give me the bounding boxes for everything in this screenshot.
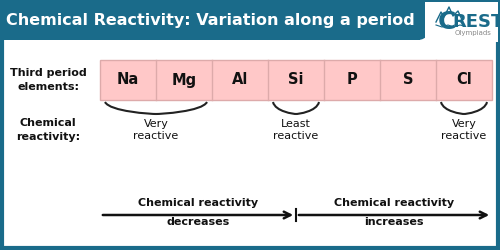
Text: C: C: [438, 10, 456, 34]
Text: Chemical reactivity: Chemical reactivity: [334, 198, 454, 208]
Text: Very
reactive: Very reactive: [134, 119, 178, 142]
Text: Olympiads: Olympiads: [455, 30, 492, 36]
Text: Third period
elements:: Third period elements:: [10, 68, 86, 92]
Text: Na: Na: [117, 72, 139, 88]
FancyBboxPatch shape: [2, 2, 420, 40]
Text: Al: Al: [232, 72, 248, 88]
Text: P: P: [346, 72, 358, 88]
FancyBboxPatch shape: [2, 2, 498, 248]
Text: Chemical reactivity: Chemical reactivity: [138, 198, 258, 208]
Text: Very
reactive: Very reactive: [442, 119, 486, 142]
Text: Cl: Cl: [456, 72, 472, 88]
Text: REST: REST: [452, 13, 500, 31]
Text: Chemical Reactivity: Variation along a period: Chemical Reactivity: Variation along a p…: [6, 14, 414, 28]
FancyBboxPatch shape: [425, 2, 498, 42]
Text: Chemical
reactivity:: Chemical reactivity:: [16, 118, 80, 142]
Text: Mg: Mg: [172, 72, 196, 88]
Ellipse shape: [403, 2, 433, 40]
Text: Si: Si: [288, 72, 304, 88]
Text: Least
reactive: Least reactive: [274, 119, 318, 142]
FancyBboxPatch shape: [100, 60, 492, 100]
Text: S: S: [403, 72, 413, 88]
Text: increases: increases: [364, 217, 424, 227]
Text: decreases: decreases: [166, 217, 230, 227]
